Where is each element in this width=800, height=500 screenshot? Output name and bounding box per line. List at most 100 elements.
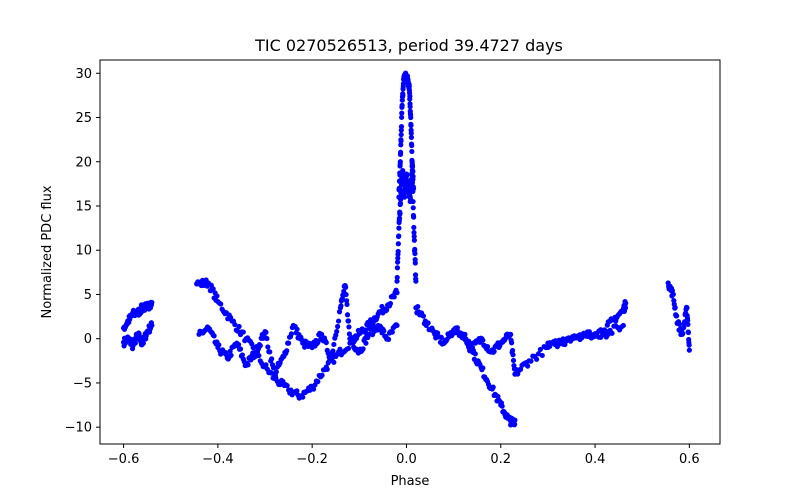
data-point: [408, 134, 415, 140]
data-point: [398, 194, 404, 200]
data-point: [273, 369, 279, 375]
data-point: [409, 179, 416, 186]
data-point: [411, 233, 417, 240]
data-point: [363, 340, 369, 346]
data-point: [323, 339, 329, 346]
data-point: [510, 357, 517, 364]
data-point: [319, 372, 325, 378]
data-point: [263, 329, 269, 335]
data-point: [216, 342, 222, 348]
data-point: [491, 348, 497, 354]
data-point: [461, 331, 467, 338]
data-point: [240, 329, 246, 335]
data-point: [603, 328, 609, 334]
data-point: [413, 278, 419, 284]
y-tick-label: 30: [75, 67, 92, 82]
data-point: [294, 326, 300, 332]
data-point: [676, 321, 683, 327]
data-point: [484, 343, 491, 350]
data-point: [409, 167, 415, 173]
x-tick-label: 0.4: [585, 452, 606, 467]
data-point: [387, 300, 394, 307]
data-point: [410, 205, 416, 211]
data-point: [533, 356, 540, 362]
data-point: [396, 215, 403, 221]
data-point: [315, 379, 321, 385]
data-point: [346, 331, 353, 337]
x-tick-label: −0.2: [296, 452, 328, 467]
data-point: [672, 304, 678, 311]
data-point: [397, 210, 403, 216]
data-point: [396, 233, 402, 239]
data-point: [412, 246, 418, 253]
x-axis-label: Phase: [391, 474, 430, 489]
data-point: [328, 355, 334, 361]
data-point: [381, 328, 387, 334]
data-point: [399, 102, 405, 108]
y-tick-label: −5: [73, 376, 92, 391]
data-point: [686, 342, 692, 348]
data-point: [237, 346, 244, 352]
data-point: [269, 356, 275, 362]
data-point: [394, 290, 400, 296]
data-point: [210, 286, 216, 292]
data-point: [408, 114, 414, 121]
data-point: [236, 323, 242, 330]
data-point: [344, 301, 350, 308]
x-tick-label: −0.4: [202, 452, 234, 467]
data-point: [509, 340, 515, 346]
data-point: [395, 255, 401, 261]
chart-title: TIC 0270526513, period 39.4727 days: [254, 36, 563, 55]
data-point: [411, 237, 417, 243]
data-point: [264, 335, 270, 342]
data-point: [267, 349, 273, 355]
data-point: [623, 300, 629, 306]
data-point: [394, 274, 400, 281]
data-point: [404, 172, 410, 178]
data-point: [227, 348, 233, 354]
x-tick-label: 0.6: [679, 452, 700, 467]
y-tick-label: 0: [84, 332, 92, 347]
y-tick-label: −10: [65, 421, 92, 436]
data-point: [132, 340, 138, 346]
data-point: [399, 110, 405, 116]
data-point: [343, 291, 349, 298]
data-point: [395, 241, 401, 247]
y-tick-label: 10: [75, 244, 92, 259]
data-point: [336, 309, 343, 315]
data-point: [410, 198, 416, 205]
data-point: [335, 323, 341, 330]
data-point: [622, 305, 629, 311]
y-tick-label: 15: [75, 199, 92, 214]
data-point: [509, 347, 516, 354]
data-point: [338, 303, 344, 309]
data-point: [398, 149, 404, 155]
data-point: [335, 318, 342, 324]
data-point: [674, 313, 680, 319]
data-point: [438, 334, 444, 340]
data-point: [420, 313, 427, 319]
plot-points: [120, 70, 692, 428]
data-point: [265, 344, 271, 350]
data-point: [539, 352, 545, 359]
data-point: [330, 348, 336, 354]
data-point: [285, 340, 292, 346]
data-point: [508, 331, 514, 338]
data-point: [389, 329, 395, 335]
data-point: [425, 320, 431, 326]
data-point: [149, 299, 155, 306]
data-point: [525, 363, 531, 369]
data-point: [398, 142, 404, 148]
y-tick-label: 20: [75, 155, 92, 170]
data-point: [411, 224, 417, 231]
data-point: [344, 312, 351, 318]
data-point: [685, 321, 691, 328]
data-point: [331, 341, 337, 348]
data-point: [310, 386, 317, 392]
data-point: [263, 362, 269, 368]
data-point: [408, 130, 414, 136]
data-point: [394, 322, 400, 329]
data-point: [385, 336, 392, 342]
data-point: [480, 365, 486, 371]
